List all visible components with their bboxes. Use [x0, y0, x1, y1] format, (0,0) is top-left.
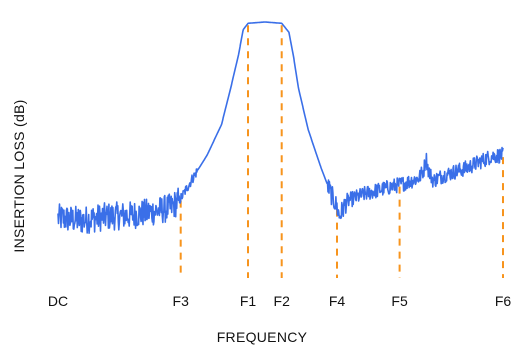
x-tick-label-dc: DC: [48, 293, 68, 309]
x-tick-label-f2: F2: [274, 293, 291, 309]
x-tick-label-f1: F1: [240, 293, 257, 309]
y-axis-title: INSERTION LOSS (dB): [11, 99, 27, 252]
series-line-0: [57, 21, 504, 234]
plot-area: [57, 21, 504, 278]
x-tick-label-f4: F4: [329, 293, 346, 309]
x-tick-labels: DC F3 F1 F2 F4 F5 F6: [48, 293, 511, 309]
x-tick-label-f3: F3: [173, 293, 190, 309]
series-layer: [57, 21, 504, 234]
x-tick-label-f6: F6: [495, 293, 512, 309]
frequency-marker-lines: [179, 25, 504, 278]
x-axis-title: FREQUENCY: [217, 329, 308, 345]
x-tick-label-f5: F5: [391, 293, 408, 309]
